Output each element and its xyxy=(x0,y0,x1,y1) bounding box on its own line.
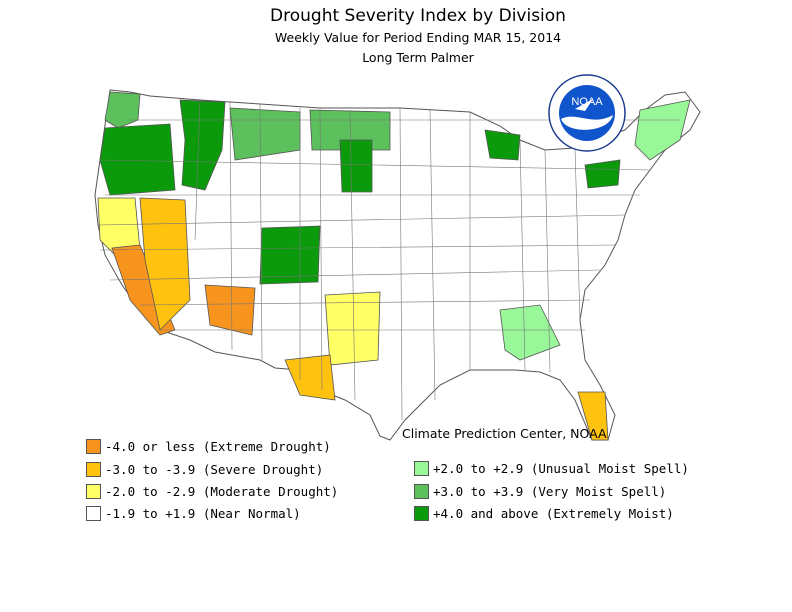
us-outline xyxy=(94,89,701,441)
legend-item: +3.0 to +3.9 (Very Moist Spell) xyxy=(414,483,666,499)
legend-item: +2.0 to +2.9 (Unusual Moist Spell) xyxy=(414,460,689,476)
legend-item: -4.0 or less (Extreme Drought) xyxy=(86,438,331,454)
division-arizona-central xyxy=(204,284,256,336)
division-colorado-west xyxy=(259,225,321,285)
legend-swatch xyxy=(86,438,101,454)
legend-swatch xyxy=(86,483,101,499)
legend-swatch xyxy=(414,505,429,521)
credit-label: Climate Prediction Center, NOAA xyxy=(402,426,607,441)
division-maine xyxy=(634,99,691,161)
legend-item: +4.0 and above (Extremely Moist) xyxy=(414,505,674,521)
division-north-dakota-east xyxy=(339,139,373,193)
legend-label: +3.0 to +3.9 (Very Moist Spell) xyxy=(433,483,667,499)
legend-label: -4.0 or less (Extreme Drought) xyxy=(105,438,331,454)
division-washington-coast xyxy=(104,91,141,129)
division-michigan-north xyxy=(484,129,521,161)
map-title: Drought Severity Index by Division xyxy=(270,6,566,26)
division-west-texas xyxy=(284,354,336,401)
legend-item: -2.0 to -2.9 (Moderate Drought) xyxy=(86,483,338,499)
division-idaho-panhandle xyxy=(179,99,226,191)
division-oregon-west xyxy=(99,123,176,196)
map-subtitle: Weekly Value for Period Ending MAR 15, 2… xyxy=(274,30,562,45)
legend-item: -3.0 to -3.9 (Severe Drought) xyxy=(86,461,323,477)
legend-label: -2.0 to -2.9 (Moderate Drought) xyxy=(105,483,339,499)
division-borders xyxy=(97,99,680,421)
noaa-logo-text: NOAA xyxy=(571,96,603,108)
division-florida-south xyxy=(577,391,609,441)
legend-label: +2.0 to +2.9 (Unusual Moist Spell) xyxy=(433,460,689,476)
legend-swatch xyxy=(86,505,101,521)
legend-label: +4.0 and above (Extremely Moist) xyxy=(433,505,674,521)
legend-swatch xyxy=(414,460,429,476)
legend-swatch xyxy=(414,483,429,499)
division-new-york-north xyxy=(584,159,621,189)
division-alabama-georgia xyxy=(499,304,561,361)
legend-label: -1.9 to +1.9 (Near Normal) xyxy=(105,505,301,521)
division-new-mexico xyxy=(324,291,381,366)
legend-swatch xyxy=(86,461,101,477)
legend-item: -1.9 to +1.9 (Near Normal) xyxy=(86,505,301,521)
legend-label: -3.0 to -3.9 (Severe Drought) xyxy=(105,461,324,477)
noaa-logo: NOAA xyxy=(548,74,626,152)
index-name: Long Term Palmer xyxy=(362,50,474,65)
